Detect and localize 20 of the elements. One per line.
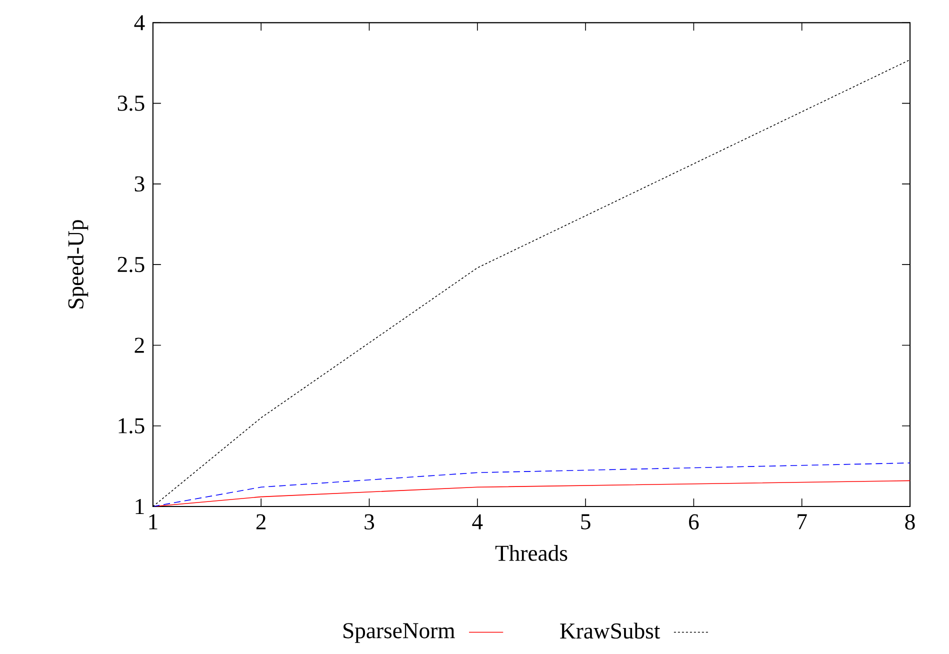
- x-tick-label: 3: [364, 514, 374, 530]
- y-tick-label: 2: [134, 337, 144, 352]
- y-tick-label: 3: [134, 176, 144, 192]
- legend-label: SparseNorm: [344, 622, 455, 643]
- y-tick-label: 4: [134, 14, 145, 30]
- y-tick-label: 3.5: [118, 95, 144, 111]
- y-tick-label: 2.5: [118, 256, 144, 272]
- y-tick-label: 1.5: [118, 418, 144, 434]
- y-axis-title: Speed-Up: [68, 220, 88, 308]
- x-axis-title: Threads: [495, 544, 568, 561]
- line-series: [152, 462, 910, 506]
- x-tick-label: 7: [798, 514, 807, 529]
- x-tick-label: 6: [689, 514, 699, 530]
- x-tick-label: 2: [256, 514, 266, 530]
- x-tick-label: 4: [472, 514, 483, 530]
- x-tick-label: 1: [149, 514, 158, 530]
- legend-label: KrawSubst: [560, 622, 660, 638]
- y-tick-label: 1: [136, 498, 144, 514]
- x-tick-label: 8: [905, 514, 915, 530]
- x-tick-label: 5: [581, 514, 590, 530]
